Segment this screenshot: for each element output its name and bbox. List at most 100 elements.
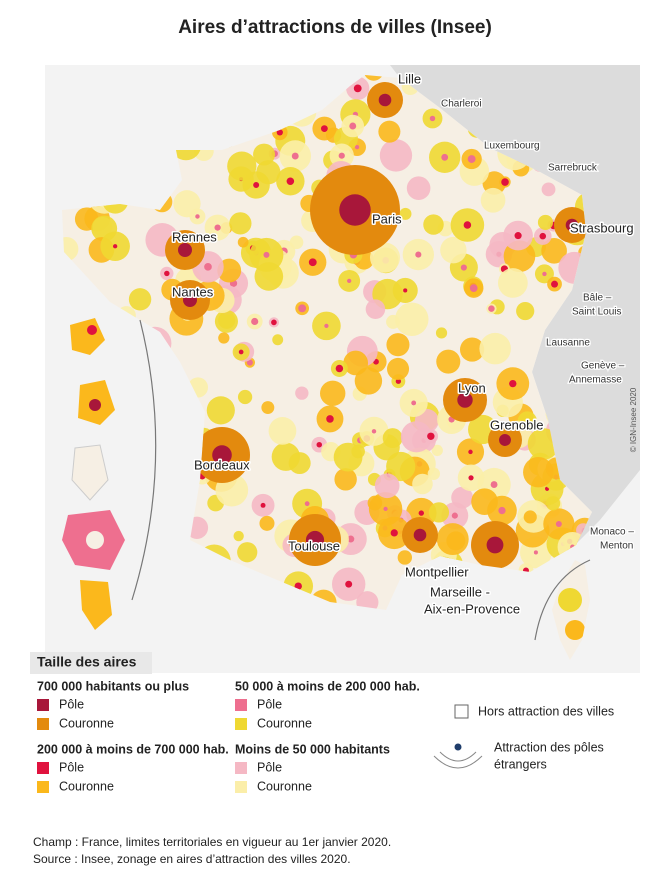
legend-group-title: 50 000 à moins de 200 000 hab. <box>235 679 420 693</box>
pole <box>195 214 200 219</box>
pole <box>251 317 259 326</box>
pole <box>469 284 478 292</box>
pole <box>304 501 310 507</box>
legend-swatch <box>235 762 247 774</box>
pole <box>212 445 232 465</box>
area <box>480 187 506 213</box>
pole <box>298 304 307 313</box>
pole <box>347 535 355 543</box>
city-label: Strasbourg <box>570 220 634 235</box>
legend-label: Pôle <box>59 760 84 774</box>
legend-swatch <box>235 699 247 711</box>
area <box>440 236 467 264</box>
credit: © IGN-Insee 2020 <box>629 387 638 452</box>
pole <box>542 271 547 277</box>
pole <box>164 270 170 277</box>
legend-label: Attraction des pôles <box>494 740 604 754</box>
pole <box>339 194 371 226</box>
pole <box>555 521 562 527</box>
pole <box>486 536 504 554</box>
city-label: Charleroi <box>441 99 482 110</box>
area <box>289 235 304 250</box>
city-label: Lyon <box>458 380 486 395</box>
area <box>435 327 448 339</box>
area <box>459 337 485 362</box>
pole <box>316 441 323 448</box>
city-label: Saint Louis <box>572 307 621 318</box>
area <box>387 357 410 380</box>
area <box>237 236 249 248</box>
area <box>399 207 412 220</box>
area <box>423 214 444 235</box>
neighbour-land <box>390 65 640 545</box>
area <box>214 309 238 333</box>
pole <box>413 528 427 542</box>
city-label: Toulouse <box>288 538 340 553</box>
legend-label: Couronne <box>59 716 114 730</box>
area <box>406 176 431 200</box>
pole <box>499 434 511 446</box>
area <box>378 120 401 143</box>
city-label: Lille <box>398 71 421 86</box>
city-label: Sarrebruck <box>548 163 598 174</box>
legend-swatch <box>235 718 247 730</box>
pole <box>354 145 360 150</box>
area <box>523 510 537 524</box>
pole <box>263 251 270 258</box>
area <box>343 350 369 376</box>
area <box>351 444 365 459</box>
pole <box>349 122 357 130</box>
city-label: Monaco – <box>590 527 634 538</box>
pole <box>260 502 266 508</box>
pole <box>271 319 277 326</box>
pole <box>490 481 498 489</box>
legend: 700 000 habitants ou plus Pôle Couronne 50 … <box>37 679 420 793</box>
legend-swatch <box>37 762 49 774</box>
city-label: Grenoble <box>490 417 543 432</box>
area <box>427 467 441 480</box>
pole <box>183 293 197 307</box>
city-label: Bâle – <box>583 293 612 304</box>
pole <box>305 530 325 550</box>
pole <box>501 178 509 186</box>
pole <box>308 258 317 267</box>
area <box>386 333 410 357</box>
pole <box>335 364 344 373</box>
area <box>268 417 297 445</box>
pole <box>509 379 517 388</box>
pole <box>246 359 253 366</box>
pole <box>326 415 334 423</box>
area <box>370 242 401 273</box>
area <box>237 542 258 563</box>
area <box>479 332 511 365</box>
outside-swatch <box>454 704 469 719</box>
pole <box>378 93 392 107</box>
area <box>354 367 383 395</box>
pole <box>320 125 328 132</box>
area <box>436 523 469 556</box>
legend-group-title: 700 000 habitants ou plus <box>37 679 189 693</box>
city-label: Menton <box>600 541 633 552</box>
area <box>386 451 416 482</box>
area <box>379 139 413 172</box>
legend-group-title: 200 000 à moins de 700 000 hab. <box>37 742 229 756</box>
city-label: Aix-en-Provence <box>424 601 520 616</box>
title: Aires d’attractions de villes (Insee) <box>178 17 492 38</box>
area <box>320 380 346 407</box>
pole <box>468 475 474 481</box>
area <box>516 301 535 321</box>
city-label: Annemasse <box>569 375 622 386</box>
pole <box>429 115 436 122</box>
area <box>395 302 429 337</box>
pole <box>498 506 506 515</box>
pole <box>411 400 417 406</box>
legend-title-box <box>30 652 152 674</box>
pole <box>294 582 302 590</box>
legend-swatch <box>37 718 49 730</box>
legend-swatch <box>37 781 49 793</box>
pole <box>533 550 538 555</box>
foreign-icon <box>433 743 483 769</box>
pole <box>403 288 408 293</box>
pole <box>324 323 329 329</box>
